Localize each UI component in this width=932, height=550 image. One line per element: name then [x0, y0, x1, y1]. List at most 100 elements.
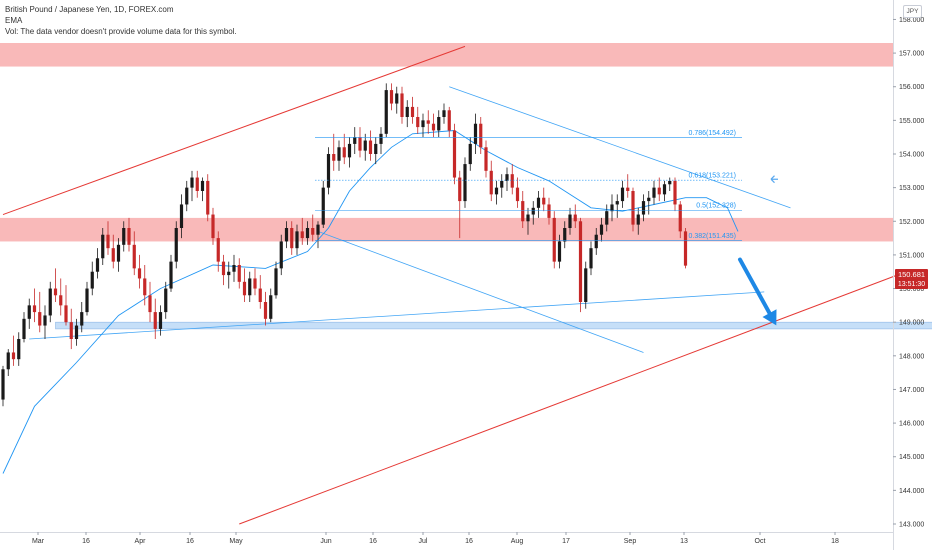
candle-body — [284, 228, 289, 242]
candle-body — [321, 187, 325, 225]
candle-body — [683, 231, 688, 266]
candle — [657, 177, 661, 202]
chart-legend: British Pound / Japanese Yen, 1D, FOREX.… — [5, 4, 237, 37]
candle-body — [137, 268, 142, 279]
candle-body — [169, 261, 173, 289]
candle — [342, 133, 346, 165]
candle-body — [216, 238, 220, 262]
candle — [185, 180, 189, 212]
candle-body — [426, 120, 430, 124]
candle — [678, 201, 682, 239]
fib-level-label: 0.786(154.492) — [689, 130, 736, 137]
candle — [568, 207, 572, 235]
candle-body — [248, 278, 252, 296]
candle-body — [410, 106, 415, 117]
candle — [405, 100, 409, 128]
candle — [363, 133, 367, 161]
currency-button[interactable]: JPY — [903, 5, 922, 18]
candle-body — [489, 170, 493, 195]
candle — [547, 197, 551, 225]
candle — [400, 86, 404, 124]
candle-body — [568, 214, 572, 228]
candle-body — [479, 123, 483, 148]
candle — [295, 224, 299, 255]
x-tick-label: Aug — [511, 538, 524, 545]
candle — [515, 177, 520, 208]
candle — [153, 298, 157, 339]
candle-body — [274, 268, 278, 296]
candle — [122, 221, 126, 252]
x-tick-label: Jul — [419, 538, 428, 545]
candle-body — [384, 90, 388, 134]
candle — [263, 291, 268, 326]
candle — [421, 113, 425, 138]
candle-body — [258, 288, 262, 302]
candle-body — [11, 352, 16, 360]
ema-label[interactable]: EMA — [5, 16, 23, 25]
candle-body — [662, 184, 667, 195]
y-tick-label: 143.000 — [899, 522, 924, 529]
candle-body — [347, 143, 352, 158]
candle-body — [311, 228, 315, 235]
candle-body — [536, 197, 541, 208]
candle-body — [221, 261, 226, 276]
candle-body — [48, 288, 52, 316]
candle — [500, 174, 504, 198]
candle — [353, 127, 357, 154]
candle — [668, 177, 672, 191]
candle — [274, 261, 278, 299]
candle-body — [164, 288, 168, 313]
trendline-blue — [449, 86, 791, 209]
candle — [610, 194, 614, 222]
candle-body — [342, 147, 346, 158]
candle-body — [599, 224, 604, 235]
candle — [17, 332, 21, 366]
candle-body — [211, 214, 215, 239]
candle — [64, 285, 68, 326]
marker-arrow-left-icon — [770, 175, 778, 184]
candle-body — [263, 302, 268, 319]
trendline-blue — [317, 230, 644, 353]
candle — [11, 335, 16, 366]
candle-body — [557, 241, 562, 262]
candle — [332, 133, 336, 171]
candle — [253, 268, 257, 296]
candle-body — [316, 224, 320, 235]
annotations — [738, 175, 778, 326]
candle-body — [69, 322, 73, 339]
x-tick-label: Apr — [135, 538, 147, 545]
candle — [321, 180, 325, 228]
candle — [452, 123, 457, 185]
x-tick-label: 16 — [82, 538, 90, 545]
current-price: 150.681 — [898, 270, 925, 279]
candle-body — [437, 117, 441, 131]
candle-body — [463, 164, 467, 202]
candle-body — [652, 187, 656, 198]
candle — [368, 130, 373, 161]
candle-body — [237, 265, 241, 282]
candle — [326, 147, 331, 195]
candle-body — [295, 231, 299, 249]
candle — [311, 214, 315, 242]
forecast-arrow-shaft — [738, 257, 772, 316]
forecast-arrow-head — [762, 309, 777, 326]
resistance-zone — [0, 43, 893, 67]
candle-body — [200, 180, 205, 191]
candle — [573, 204, 577, 228]
candle-body — [232, 265, 236, 272]
y-tick-label: 157.000 — [899, 51, 924, 58]
candle-body — [326, 154, 331, 188]
support-zone — [55, 321, 932, 330]
candle — [615, 194, 619, 218]
candle-body — [626, 187, 630, 191]
candle — [431, 113, 436, 138]
candle — [316, 221, 320, 249]
candle-body — [563, 228, 567, 242]
candle — [127, 217, 131, 252]
candle — [494, 180, 499, 205]
candle — [631, 187, 635, 232]
y-tick-label: 151.000 — [899, 252, 924, 259]
symbol-title[interactable]: British Pound / Japanese Yen, 1D, FOREX.… — [5, 5, 174, 14]
candle — [132, 231, 136, 276]
